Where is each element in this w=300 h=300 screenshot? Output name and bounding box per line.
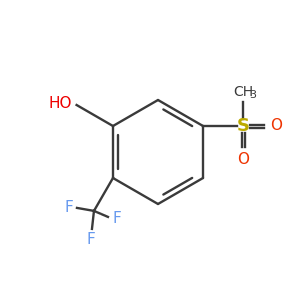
Text: HO: HO bbox=[48, 97, 72, 112]
Text: O: O bbox=[270, 118, 282, 134]
Text: S: S bbox=[236, 117, 250, 135]
Text: F: F bbox=[64, 200, 73, 215]
Text: O: O bbox=[237, 152, 249, 166]
Text: F: F bbox=[87, 232, 95, 247]
Text: 3: 3 bbox=[250, 90, 256, 100]
Text: F: F bbox=[112, 212, 121, 226]
Text: CH: CH bbox=[233, 85, 253, 99]
